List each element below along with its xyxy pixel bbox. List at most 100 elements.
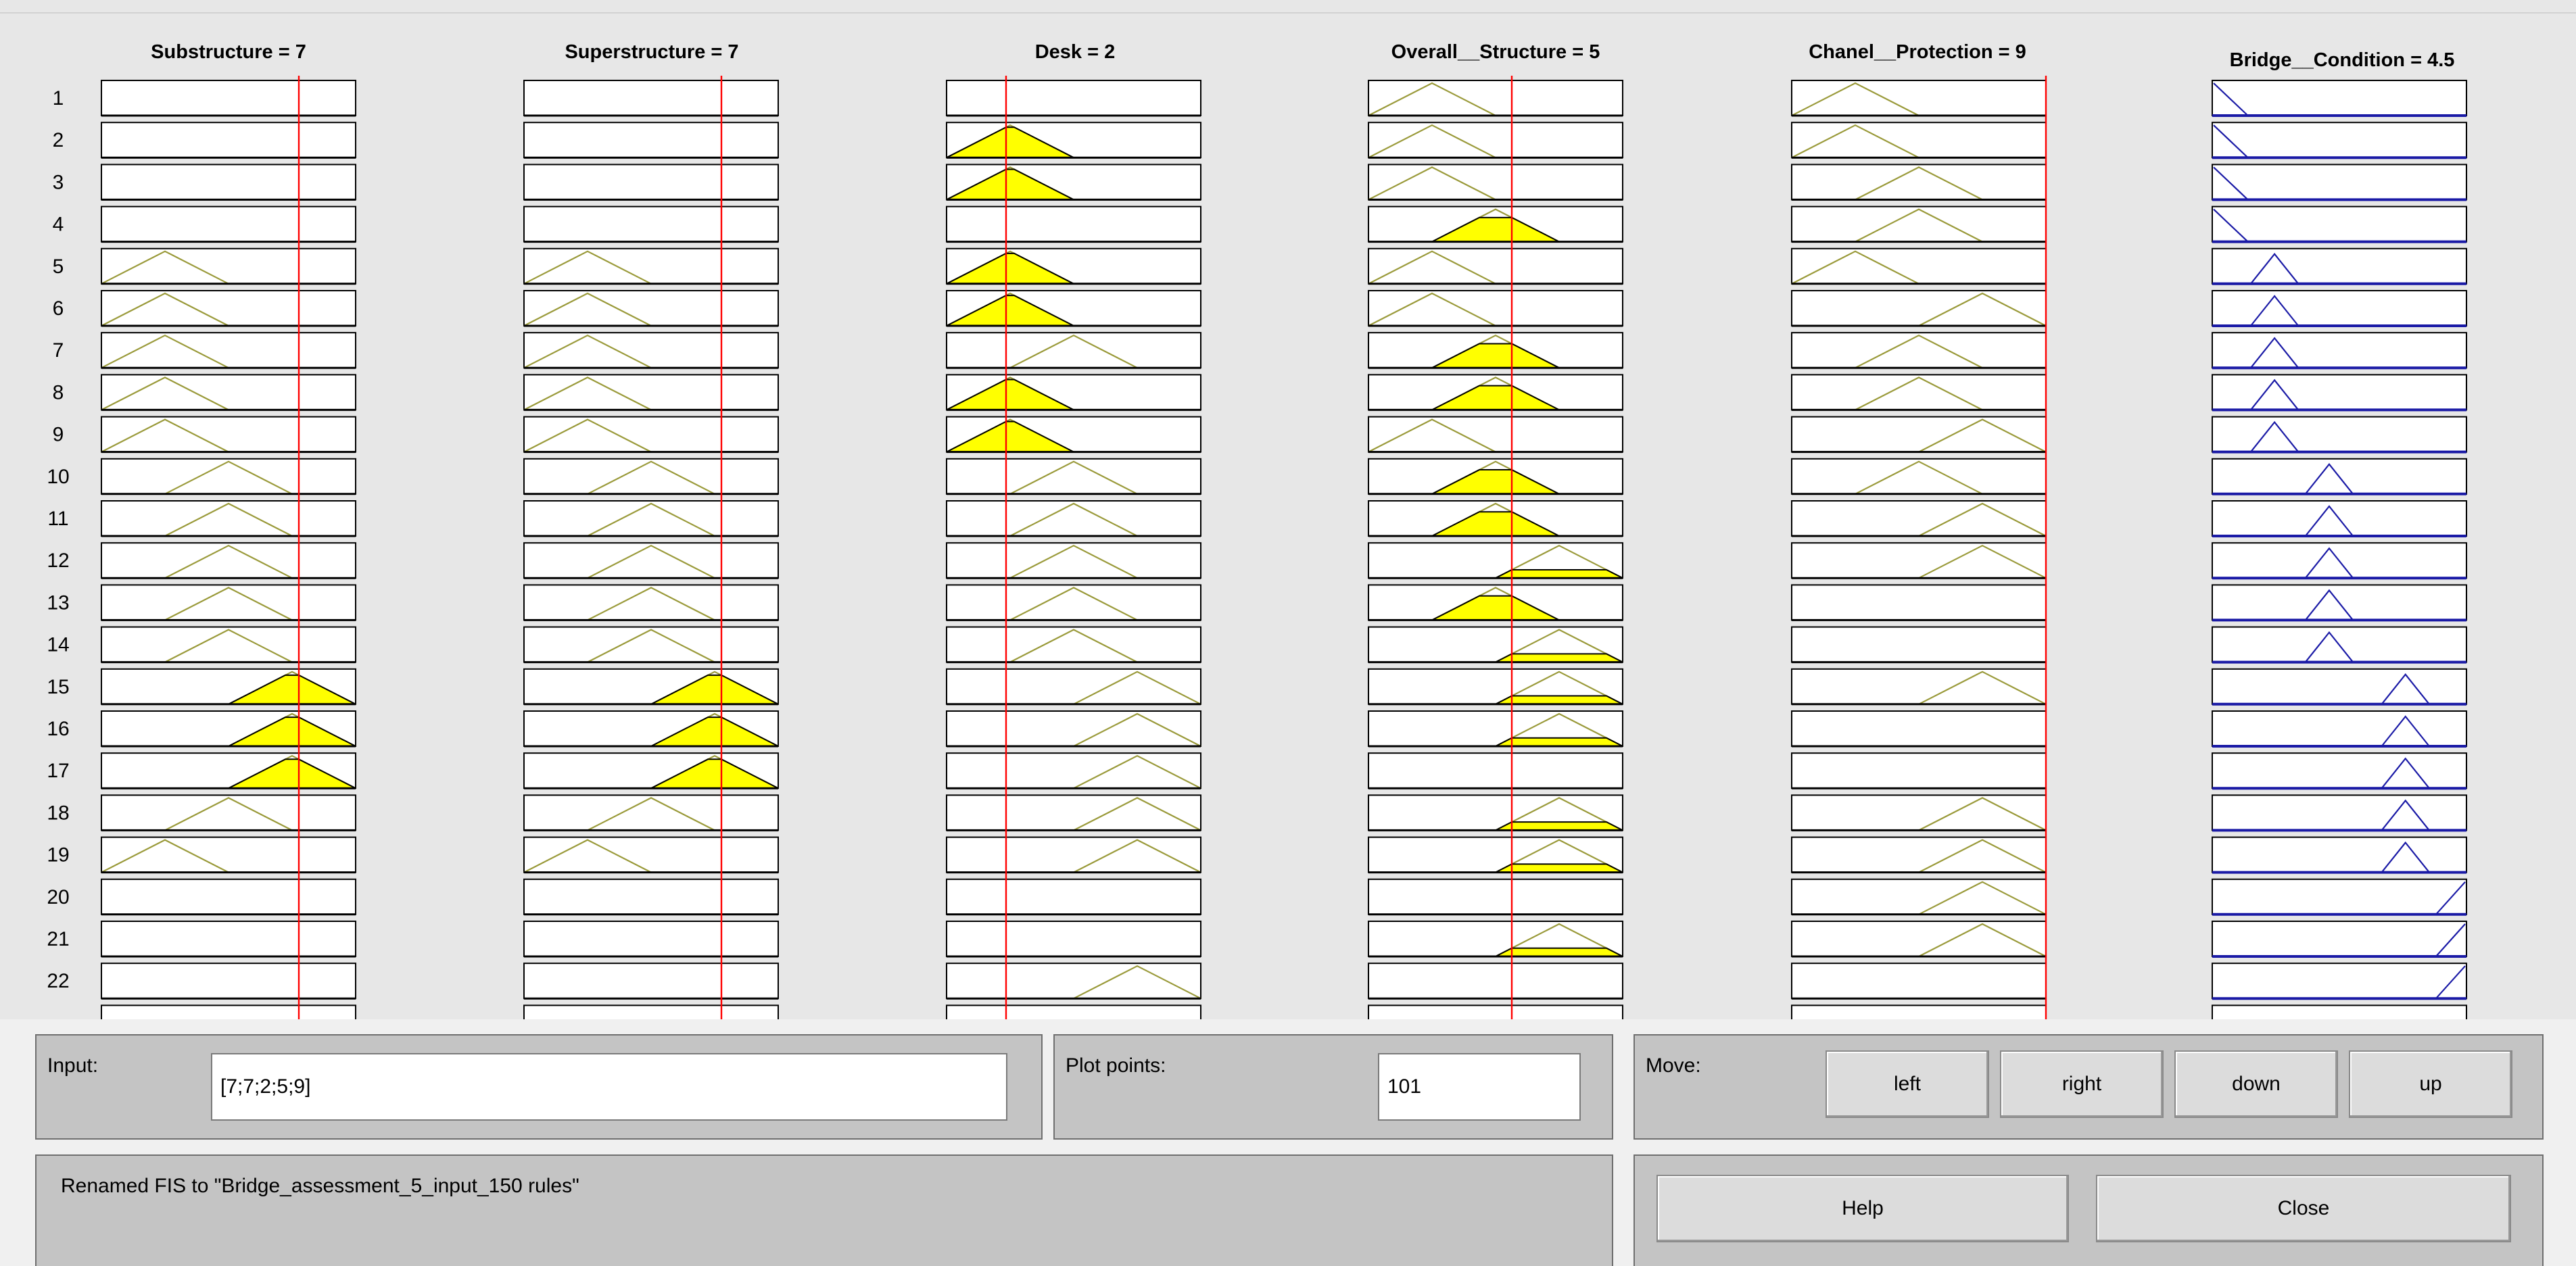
move-up-button[interactable]: up	[2349, 1050, 2512, 1118]
membership-function	[164, 797, 293, 831]
rule-cell	[2212, 164, 2467, 201]
membership-function	[1918, 881, 2047, 915]
rule-cell	[1791, 458, 2047, 495]
rule-cell	[523, 794, 779, 831]
membership-function	[1009, 502, 1138, 537]
membership-function	[1368, 292, 1496, 326]
membership-function	[1918, 292, 2047, 326]
help-button[interactable]: Help	[1656, 1175, 2069, 1242]
rule-cell	[2212, 122, 2467, 159]
rule-cell	[2212, 752, 2467, 789]
membership-function	[2250, 337, 2299, 368]
rule-cell	[1791, 122, 2047, 159]
plot-points-label: Plot points:	[1066, 1054, 1166, 1077]
rule-cell	[101, 332, 356, 369]
membership-function	[1073, 712, 1201, 747]
rule-number: 3	[53, 171, 64, 193]
rule-cell	[946, 458, 1201, 495]
rule-cell	[946, 205, 1201, 243]
rule-cell	[1791, 584, 2047, 621]
rule-cell	[1791, 290, 2047, 326]
membership-function	[523, 292, 652, 326]
membership-function	[1918, 797, 2047, 831]
membership-function	[1495, 712, 1623, 747]
membership-function	[1855, 334, 1983, 369]
rule-cell	[1791, 332, 2047, 369]
membership-function	[2250, 420, 2299, 453]
membership-function	[587, 544, 715, 579]
variable-title: Desk = 2	[1035, 41, 1116, 63]
rule-cell	[946, 626, 1201, 663]
rule-cell	[1791, 710, 2047, 747]
membership-function	[1368, 418, 1496, 453]
move-left-button[interactable]: left	[1826, 1050, 1989, 1118]
rule-cell	[2212, 836, 2467, 873]
membership-function	[2250, 295, 2299, 326]
membership-function	[1791, 124, 1919, 159]
move-down-button[interactable]: down	[2174, 1050, 2338, 1118]
membership-function	[2381, 673, 2430, 705]
rule-cell	[523, 921, 779, 957]
rule-cell	[2212, 332, 2467, 369]
rule-cell	[2212, 374, 2467, 411]
rule-cell	[946, 921, 1201, 957]
move-label: Move:	[1646, 1054, 1701, 1077]
membership-function	[2304, 631, 2354, 663]
membership-function	[523, 418, 652, 453]
rule-cell	[1791, 416, 2047, 453]
input-panel: Input: [7;7;2;5;9]	[35, 1034, 1043, 1140]
fired-area	[1495, 653, 1623, 663]
rule-plot[interactable]: Substructure = 7 Superstructure = 7 Desk =…	[0, 0, 2576, 1019]
variable-title: Bridge__Condition = 4.5	[2230, 49, 2455, 71]
membership-function	[1791, 250, 1919, 285]
rule-cell	[101, 80, 356, 116]
membership-function	[2213, 208, 2249, 243]
move-panel: Move: left right down up	[1633, 1034, 2544, 1140]
rule-number: 15	[47, 676, 69, 698]
rule-cell	[2212, 710, 2467, 747]
rule-cell	[523, 80, 779, 116]
rule-cell	[2212, 416, 2467, 453]
rule-cell	[101, 374, 356, 411]
rule-cell	[2212, 921, 2467, 957]
membership-function	[1918, 839, 2047, 873]
rule-cell	[523, 290, 779, 326]
rule-cell	[101, 626, 356, 663]
move-right-button[interactable]: right	[2000, 1050, 2164, 1118]
rule-number: 21	[47, 928, 69, 950]
rule-number: 6	[53, 297, 64, 320]
rule-cell	[946, 878, 1201, 915]
rule-number: 20	[47, 886, 69, 908]
membership-function	[1009, 334, 1138, 369]
membership-function	[1009, 629, 1138, 663]
rule-number: 19	[47, 844, 69, 867]
rule-cell	[523, 584, 779, 621]
rule-cell	[1791, 752, 2047, 789]
rule-cell	[1791, 668, 2047, 705]
rule-cell	[523, 1004, 779, 1019]
plot-points-field[interactable]: 101	[1378, 1053, 1581, 1121]
rule-cell	[946, 584, 1201, 621]
rule-cell	[101, 247, 356, 285]
rule-cell	[2212, 247, 2467, 285]
membership-function	[523, 334, 652, 369]
close-button[interactable]: Close	[2096, 1175, 2511, 1242]
rule-cell	[523, 416, 779, 453]
rule-cell	[101, 122, 356, 159]
rule-number: 22	[47, 970, 69, 992]
input-field[interactable]: [7;7;2;5;9]	[211, 1053, 1007, 1121]
membership-function	[164, 502, 293, 537]
variable-title: Overall__Structure = 5	[1391, 41, 1600, 63]
rule-cell	[523, 458, 779, 495]
rule-cell	[523, 122, 779, 159]
membership-function	[1009, 460, 1138, 495]
rule-cell	[1368, 1004, 1623, 1019]
rule-cell	[101, 458, 356, 495]
membership-function	[101, 250, 229, 285]
rule-cell	[1791, 878, 2047, 915]
rule-cell	[1791, 1004, 2047, 1019]
membership-function	[2250, 253, 2299, 285]
rule-cell	[1368, 80, 1623, 116]
fired-area	[1495, 863, 1623, 873]
rule-cell	[1791, 626, 2047, 663]
